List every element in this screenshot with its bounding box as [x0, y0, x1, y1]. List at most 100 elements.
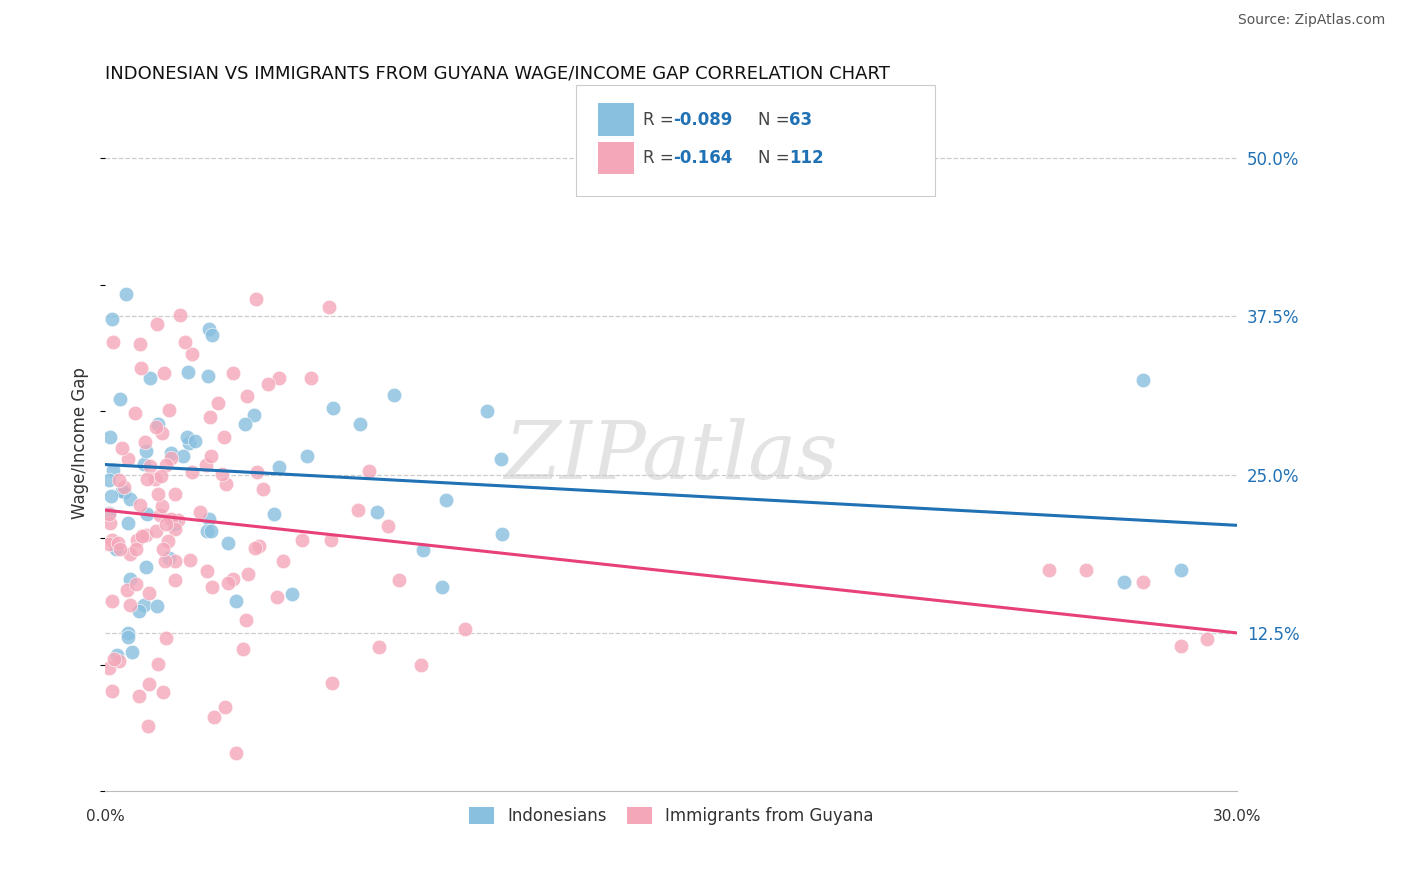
Point [128, 604, 150, 618]
Point [138, 586, 160, 600]
Text: Source: ZipAtlas.com: Source: ZipAtlas.com [1237, 13, 1385, 28]
Point [195, 458, 218, 473]
Point [159, 512, 181, 526]
Point [152, 541, 174, 556]
Y-axis label: Wage/Income Gap: Wage/Income Gap [72, 368, 89, 519]
Point [195, 564, 218, 578]
Point [128, 689, 150, 703]
Point [146, 487, 169, 501]
Point [150, 426, 173, 441]
Point [1112, 575, 1135, 590]
Point [98, 506, 121, 520]
Point [201, 327, 224, 342]
Point [491, 527, 513, 541]
Point [1132, 575, 1154, 590]
Point [188, 505, 211, 519]
Point [107, 535, 129, 549]
Point [318, 301, 340, 315]
Text: -0.164: -0.164 [673, 149, 733, 167]
Point [195, 524, 218, 538]
Point [134, 457, 156, 471]
Point [269, 460, 291, 475]
Point [167, 513, 190, 527]
Point [200, 524, 222, 538]
Point [103, 652, 125, 666]
Point [411, 658, 433, 673]
Point [281, 587, 304, 601]
Point [136, 508, 159, 522]
Legend: Indonesians, Immigrants from Guyana: Indonesians, Immigrants from Guyana [461, 798, 882, 833]
Point [198, 409, 221, 424]
Point [118, 547, 141, 561]
Point [225, 594, 247, 608]
Point [139, 458, 162, 473]
Point [108, 474, 131, 488]
Point [246, 466, 269, 480]
Point [117, 451, 139, 466]
Point [98, 537, 121, 551]
Point [346, 503, 368, 517]
Text: R =: R = [643, 149, 679, 167]
Point [115, 286, 138, 301]
Point [245, 541, 267, 555]
Point [225, 746, 247, 760]
Point [201, 580, 224, 594]
Point [163, 573, 186, 587]
Point [1076, 563, 1098, 577]
Point [100, 430, 122, 444]
Text: R =: R = [643, 111, 679, 128]
Point [200, 449, 222, 463]
Point [215, 476, 238, 491]
Point [176, 430, 198, 444]
Point [149, 508, 172, 522]
Point [217, 575, 239, 590]
Point [1170, 563, 1192, 577]
Point [100, 489, 122, 503]
Point [165, 522, 187, 536]
Point [138, 677, 160, 691]
Point [107, 654, 129, 668]
Point [155, 632, 177, 646]
Point [157, 403, 180, 417]
Point [98, 516, 121, 531]
Text: 112: 112 [789, 149, 824, 167]
Point [180, 347, 202, 361]
Point [121, 644, 143, 658]
Point [198, 511, 221, 525]
Point [100, 533, 122, 547]
Point [146, 599, 169, 614]
Point [112, 484, 135, 499]
Point [115, 583, 138, 598]
Point [222, 572, 245, 586]
Point [101, 311, 124, 326]
Text: 30.0%: 30.0% [1213, 809, 1261, 823]
Point [214, 700, 236, 714]
Point [117, 516, 139, 530]
Point [98, 473, 121, 487]
Point [322, 401, 344, 415]
Point [211, 467, 233, 481]
Point [104, 541, 127, 556]
Text: 63: 63 [789, 111, 811, 128]
Point [101, 463, 124, 477]
Point [156, 533, 179, 548]
Text: N =: N = [758, 111, 794, 128]
Point [153, 366, 176, 380]
Point [124, 405, 146, 419]
Point [177, 365, 200, 379]
Point [127, 533, 149, 548]
Point [266, 590, 288, 604]
Point [359, 464, 381, 478]
Point [101, 594, 124, 608]
Point [271, 554, 294, 568]
Point [129, 337, 152, 351]
Point [263, 507, 285, 521]
Point [145, 420, 167, 434]
Point [118, 491, 141, 506]
Point [105, 648, 128, 662]
Point [150, 469, 173, 483]
Point [111, 483, 134, 498]
Point [117, 630, 139, 644]
Point [232, 641, 254, 656]
Point [98, 661, 121, 675]
